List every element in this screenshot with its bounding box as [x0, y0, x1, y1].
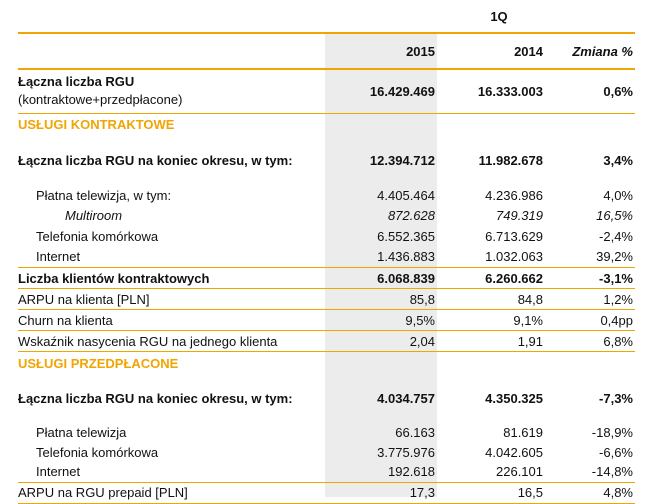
table-row: Internet 192.618 226.101 -14,8% — [36, 464, 633, 480]
section-prepaid: USŁUGI PRZEDPŁACONE — [18, 352, 635, 375]
table-row: Internet 1.436.883 1.032.063 39,2% — [36, 249, 633, 265]
period-label: 1Q — [490, 8, 508, 24]
table-row: Płatna telewizja, w tym: 4.405.464 4.236… — [36, 188, 633, 203]
total-sublabel: (kontraktowe+przedpłacone) — [18, 92, 183, 108]
total-2014: 16.333.003 — [477, 83, 543, 99]
col-2015-header: 2015 — [339, 32, 445, 70]
column-header-row: 2015 2014 Zmiana % — [18, 32, 635, 70]
period-header-row: 1Q — [18, 0, 635, 33]
table-row: Łączna liczba RGU na koniec okresu, w ty… — [18, 153, 633, 168]
table-row: Multiroom 872.628 749.319 16,5% — [65, 208, 633, 223]
table-row: Telefonia komórkowa 3.775.976 4.042.605 … — [36, 444, 633, 460]
table-row: Churn na klienta 9,5% 9,1% 0,4pp — [18, 309, 635, 331]
table-row: Liczba klientów kontraktowych 6.068.839 … — [18, 267, 635, 289]
table-row: Łączna liczba RGU na koniec okresu, w ty… — [18, 390, 633, 406]
table-row: Płatna telewizja 66.163 81.619 -18,9% — [36, 424, 633, 440]
total-row: Łączna liczba RGU (kontraktowe+przedpłac… — [18, 69, 635, 113]
table-row: Wskaźnik nasycenia RGU na jednego klient… — [18, 330, 635, 352]
section-title: USŁUGI KONTRAKTOWE — [18, 112, 635, 136]
table-row: ARPU na klienta [PLN] 85,8 84,8 1,2% — [18, 288, 635, 310]
rgu-table: 1Q 2015 2014 Zmiana % Łączna liczba RGU … — [18, 0, 635, 504]
col-2014-header: 2014 — [445, 32, 553, 70]
section-title: USŁUGI PRZEDPŁACONE — [18, 355, 179, 371]
col-change-header: Zmiana % — [553, 32, 635, 70]
section-contract: USŁUGI KONTRAKTOWE — [18, 112, 635, 136]
table-row: Telefonia komórkowa 6.552.365 6.713.629 … — [36, 228, 633, 244]
total-2015: 16.429.469 — [369, 83, 435, 99]
total-label: Łączna liczba RGU — [18, 74, 135, 90]
highlight-column-2015 — [325, 32, 437, 497]
table-row: ARPU na RGU prepaid [PLN] 17,3 16,5 4,8% — [18, 481, 635, 504]
total-change: 0,6% — [603, 83, 633, 99]
